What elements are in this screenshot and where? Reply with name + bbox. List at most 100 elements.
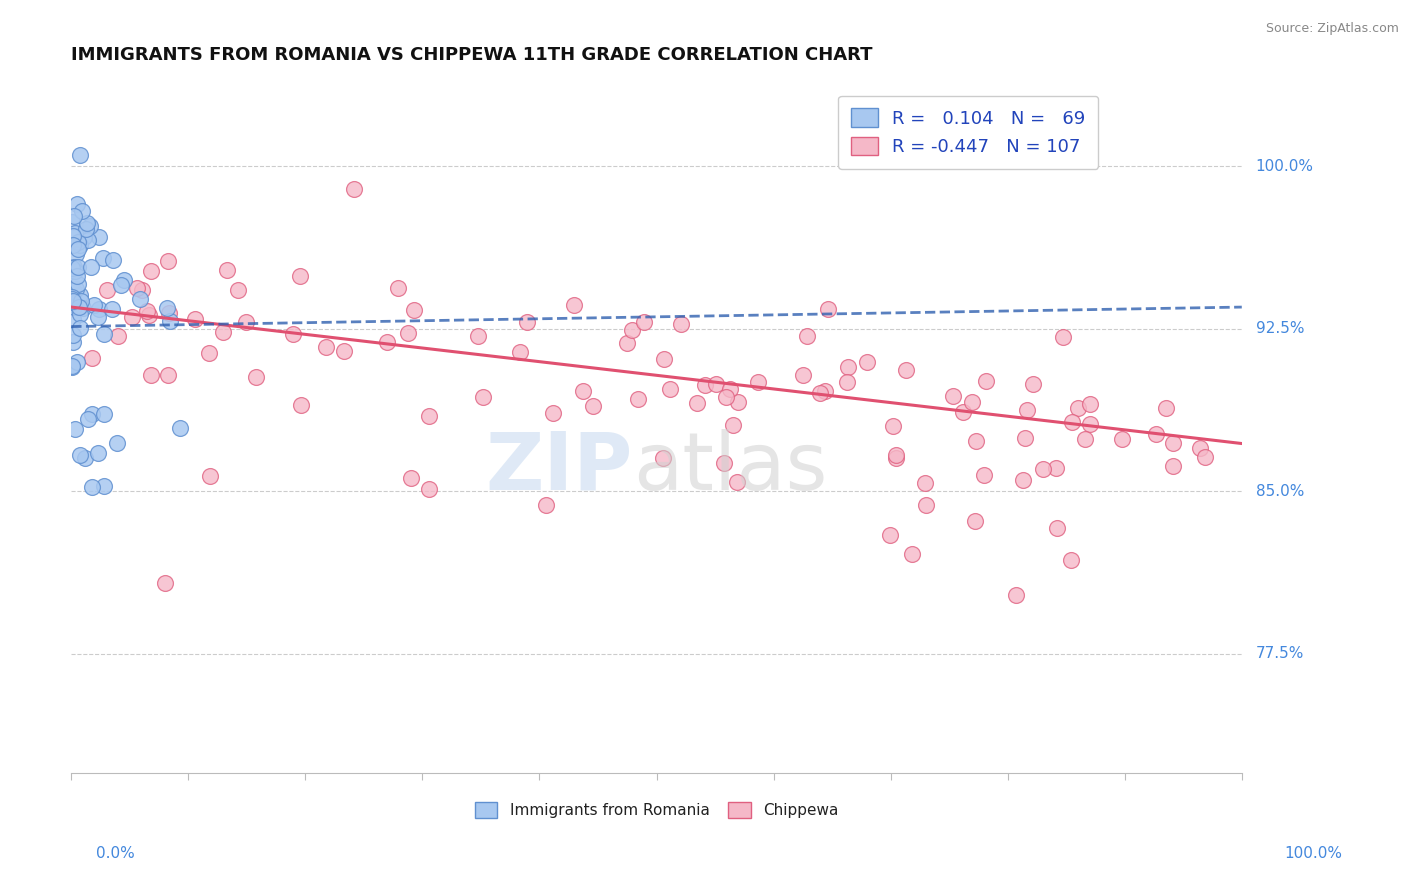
Point [706,376,728,391]
Point [62,238,84,252]
Point [1074,432,1097,446]
Text: 100.0%: 100.0% [1285,847,1343,861]
Text: 77.5%: 77.5% [1256,646,1303,661]
Point [110,278,132,293]
Point [1194,450,1216,465]
Point [155,575,177,590]
Point [62,359,84,374]
Point [87,301,110,316]
Point [69,288,91,302]
Point [900,547,922,561]
Point [67,300,90,314]
Point [70,204,93,219]
Point [138,308,160,322]
Point [62,328,84,343]
Point [93,327,115,342]
Point [290,398,312,412]
Point [93,479,115,493]
Point [101,252,124,267]
Point [942,389,965,403]
Point [69,448,91,462]
Point [582,399,605,413]
Point [727,394,749,409]
Point [399,470,422,484]
Point [80,351,103,366]
Point [91,252,114,266]
Point [856,355,879,369]
Point [963,514,986,528]
Legend: Immigrants from Romania, Chippewa: Immigrants from Romania, Chippewa [468,796,845,824]
Point [62,290,84,304]
Point [1078,417,1101,431]
Point [79,219,101,233]
Point [952,404,974,418]
Y-axis label: 11th Grade: 11th Grade [0,383,7,469]
Point [616,335,638,350]
Point [1022,376,1045,391]
Point [725,475,748,490]
Point [288,268,311,283]
Point [713,456,735,470]
Point [658,382,681,396]
Point [121,310,143,324]
Point [333,343,356,358]
Point [714,390,737,404]
Point [343,182,366,196]
Point [651,451,673,466]
Point [633,315,655,329]
Point [1046,521,1069,535]
Point [63,260,86,274]
Point [62,312,84,326]
Point [896,363,918,377]
Point [418,482,440,496]
Point [62,283,84,297]
Point [814,384,837,399]
Point [1144,427,1167,442]
Point [516,315,538,329]
Point [77,233,100,247]
Point [1161,458,1184,473]
Point [62,229,84,244]
Point [75,222,97,236]
Point [695,378,717,392]
Point [973,468,995,483]
Point [810,386,832,401]
Point [157,306,180,320]
Point [62,360,84,375]
Point [281,326,304,341]
Point [156,253,179,268]
Point [1052,329,1074,343]
Point [62,294,84,309]
Point [1078,397,1101,411]
Point [627,392,650,407]
Point [83,298,105,312]
Point [1060,415,1083,429]
Point [886,448,908,462]
Point [63,226,86,240]
Text: 0.0%: 0.0% [96,847,135,861]
Point [67,235,90,250]
Point [562,298,585,312]
Text: 100.0%: 100.0% [1256,159,1313,174]
Point [817,302,839,317]
Point [72,230,94,244]
Point [212,325,235,339]
Point [404,302,426,317]
Point [1045,461,1067,475]
Point [67,260,90,274]
Point [915,498,938,512]
Point [63,210,86,224]
Point [718,382,741,396]
Point [1067,401,1090,415]
Point [974,374,997,388]
Point [62,295,84,310]
Text: IMMIGRANTS FROM ROMANIA VS CHIPPEWA 11TH GRADE CORRELATION CHART: IMMIGRANTS FROM ROMANIA VS CHIPPEWA 11TH… [72,46,873,64]
Point [63,422,86,436]
Point [467,329,489,343]
Point [76,216,98,230]
Point [396,326,419,340]
Point [962,395,984,409]
Point [1032,462,1054,476]
Point [882,418,904,433]
Point [76,412,98,426]
